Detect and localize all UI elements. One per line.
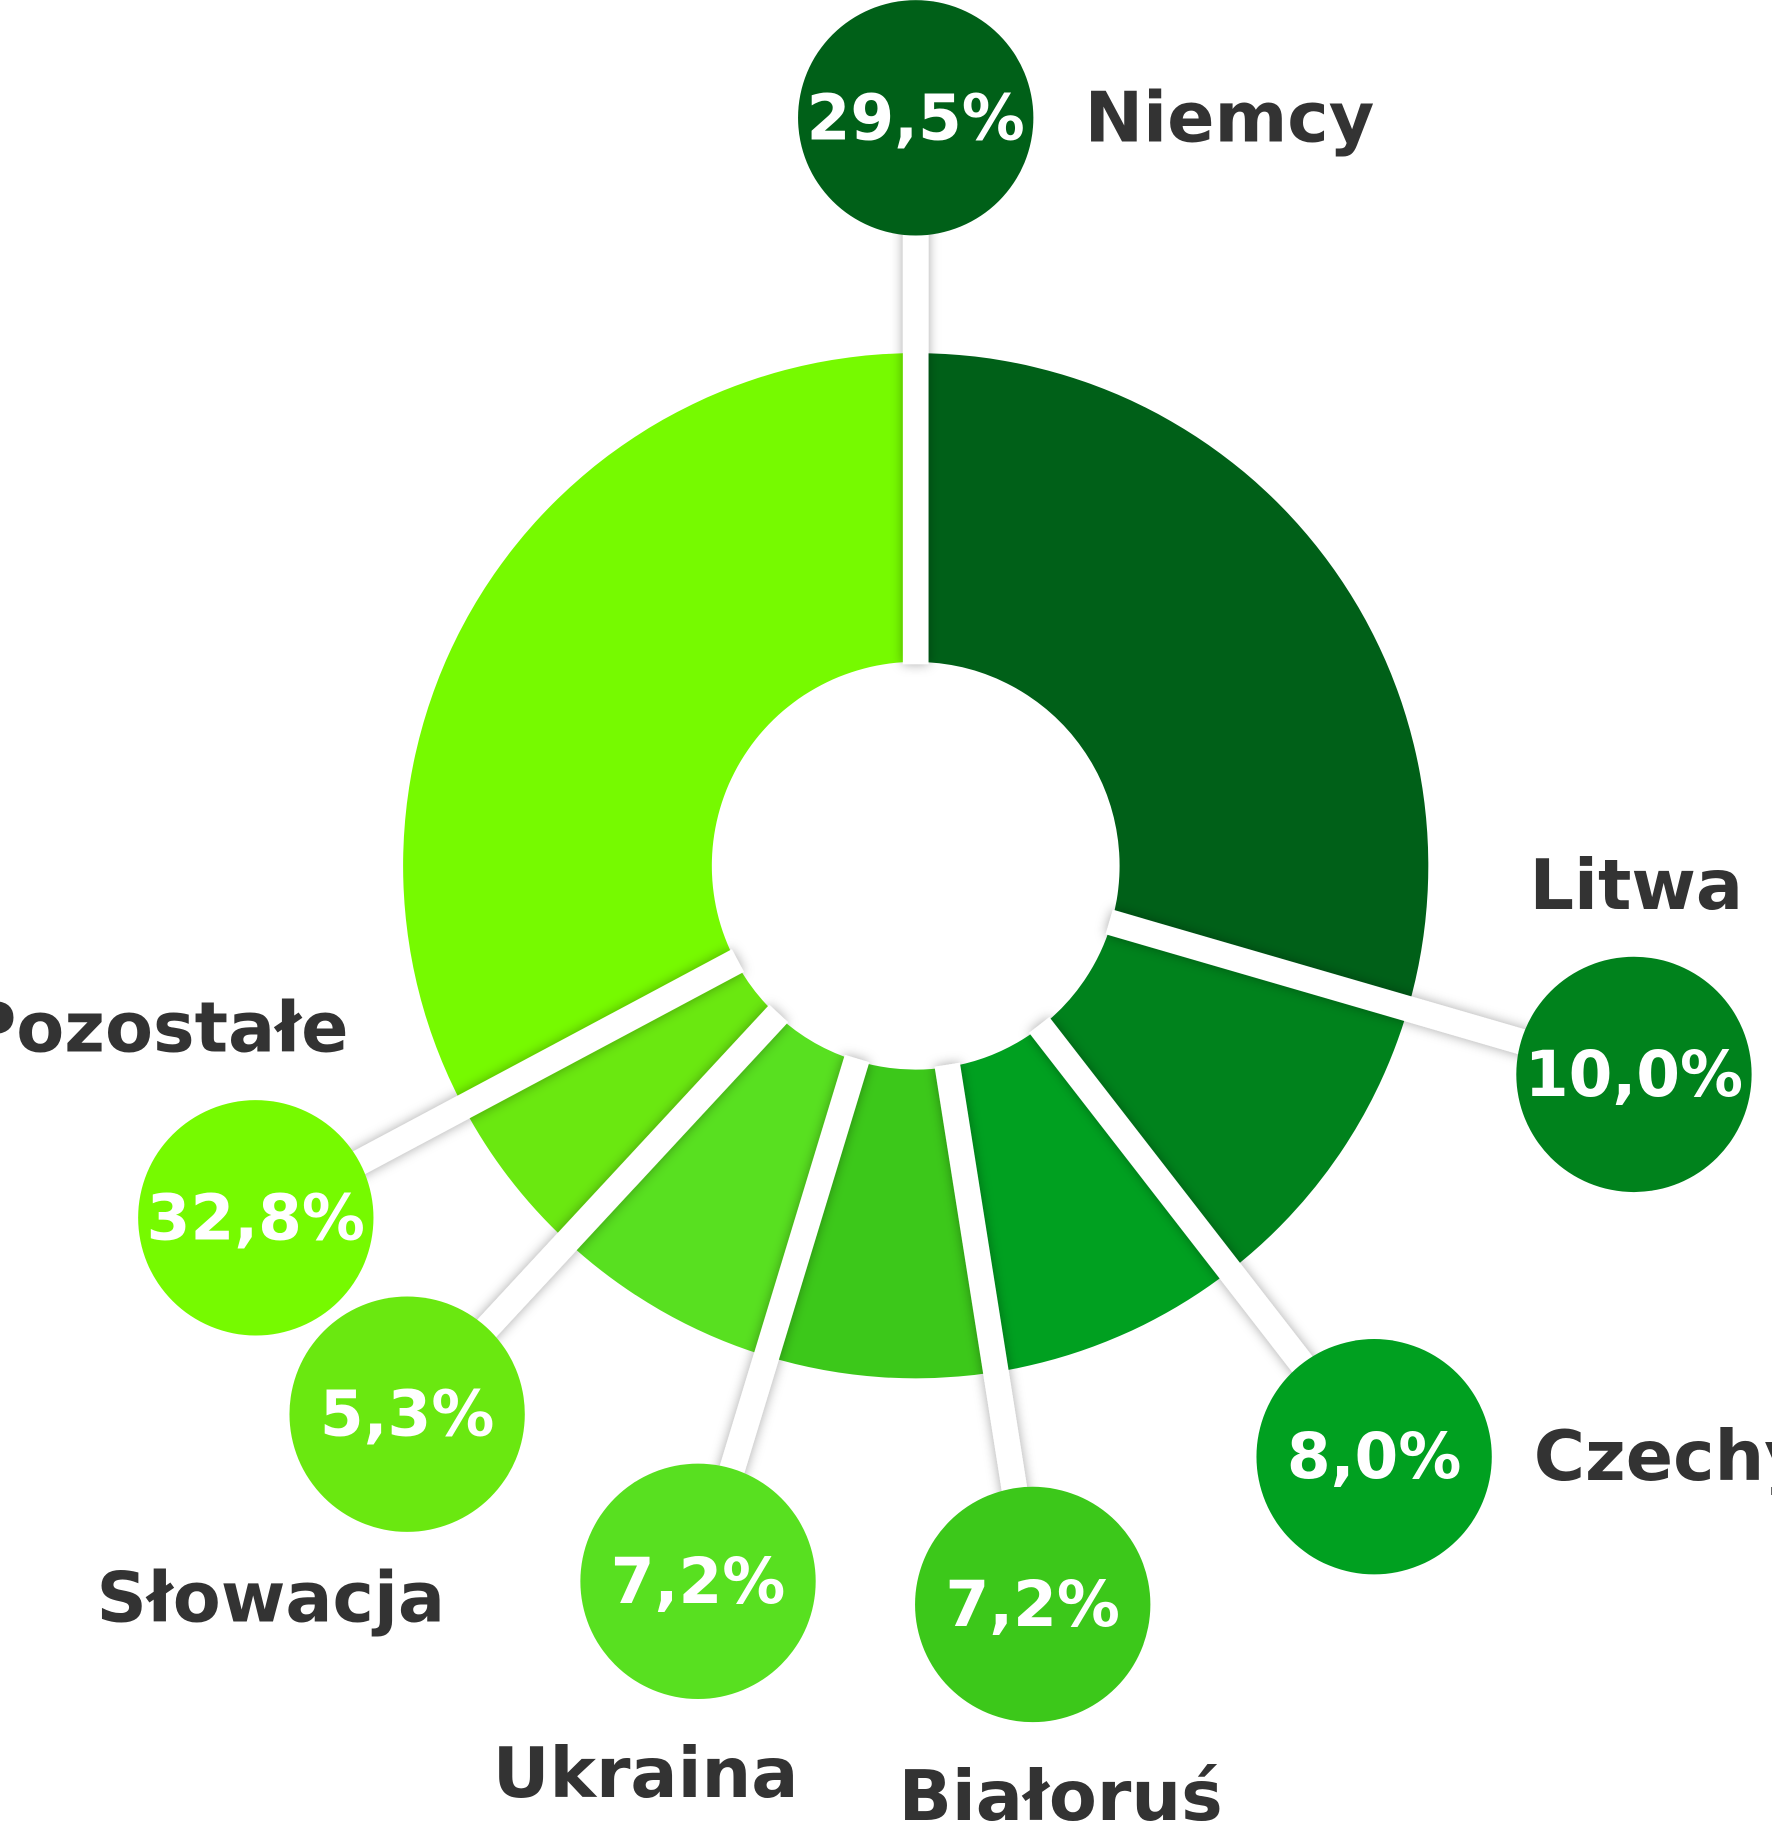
value-label: 10,0%: [1525, 1038, 1743, 1111]
donut-segment: [1040, 922, 1408, 1271]
value-bubble: [1256, 1339, 1492, 1575]
value-bubble: [289, 1296, 525, 1532]
separator: [445, 1004, 789, 1372]
category-label: Białoruś: [899, 1756, 1223, 1827]
category-label: Niemcy: [1085, 77, 1375, 158]
category-label: Czechy: [1534, 1416, 1772, 1497]
value-label: 32,8%: [147, 1181, 365, 1254]
category-label: Ukraina: [493, 1733, 799, 1814]
category-label: Litwa: [1529, 845, 1743, 926]
donut-segment: [947, 1026, 1230, 1373]
value-bubble: [138, 1100, 374, 1336]
separator: [311, 949, 744, 1197]
donut-segment: [766, 1060, 996, 1379]
separator: [934, 1062, 1035, 1538]
value-label: 29,5%: [807, 81, 1025, 154]
separator: [706, 1054, 870, 1519]
value-bubble: [798, 0, 1034, 236]
value-label: 7,2%: [611, 1545, 785, 1618]
value-label: 5,3%: [320, 1378, 494, 1451]
value-bubble: [580, 1463, 816, 1699]
donut-segment: [463, 961, 778, 1242]
value-bubble: [915, 1486, 1151, 1723]
separator: [1105, 909, 1571, 1068]
category-label: Pozostałe: [0, 987, 349, 1068]
category-label: Słowacja: [97, 1558, 446, 1639]
separators: [311, 187, 1571, 1538]
donut-segment: [403, 353, 916, 1108]
donut-segment: [915, 353, 1429, 1009]
value-label: 7,2%: [945, 1568, 1119, 1641]
value-label: 8,0%: [1287, 1420, 1461, 1493]
value-bubble: [1516, 956, 1752, 1193]
separator: [1029, 1017, 1342, 1410]
